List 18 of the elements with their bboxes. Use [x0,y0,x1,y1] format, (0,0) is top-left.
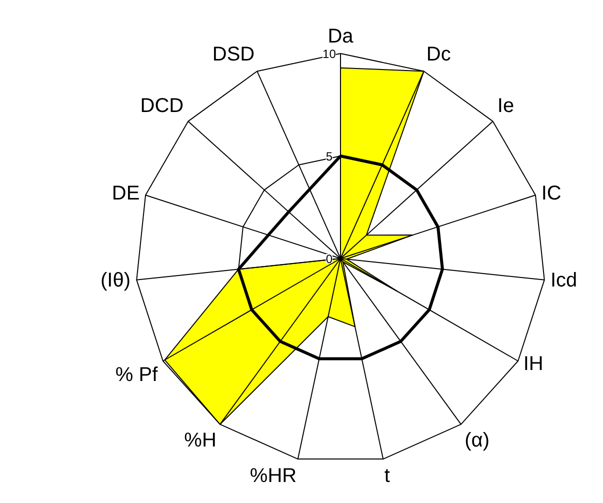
spoke-label: DSD [212,44,255,66]
spoke-label: IC [541,182,562,204]
spoke-label: Da [328,25,354,48]
y-tick-label: 0 [326,252,333,266]
spoke-label: Ie [497,95,514,118]
spoke-label: DE [112,182,140,204]
spoke-label: DCD [140,95,184,118]
y-tick-label: 10 [322,47,336,61]
spoke-label: (Iθ) [100,270,131,292]
spoke-label: % Pf [115,364,158,386]
spoke-label: t [384,465,390,488]
spoke-label: Icd [550,270,578,292]
spoke-label: IH [523,353,544,376]
y-tick-label: 5 [326,150,333,164]
spoke-label: Dc [426,44,451,66]
spoke-label: %H [184,429,216,452]
spoke-label: %HR [250,465,297,488]
spoke-label: (α) [464,429,490,452]
